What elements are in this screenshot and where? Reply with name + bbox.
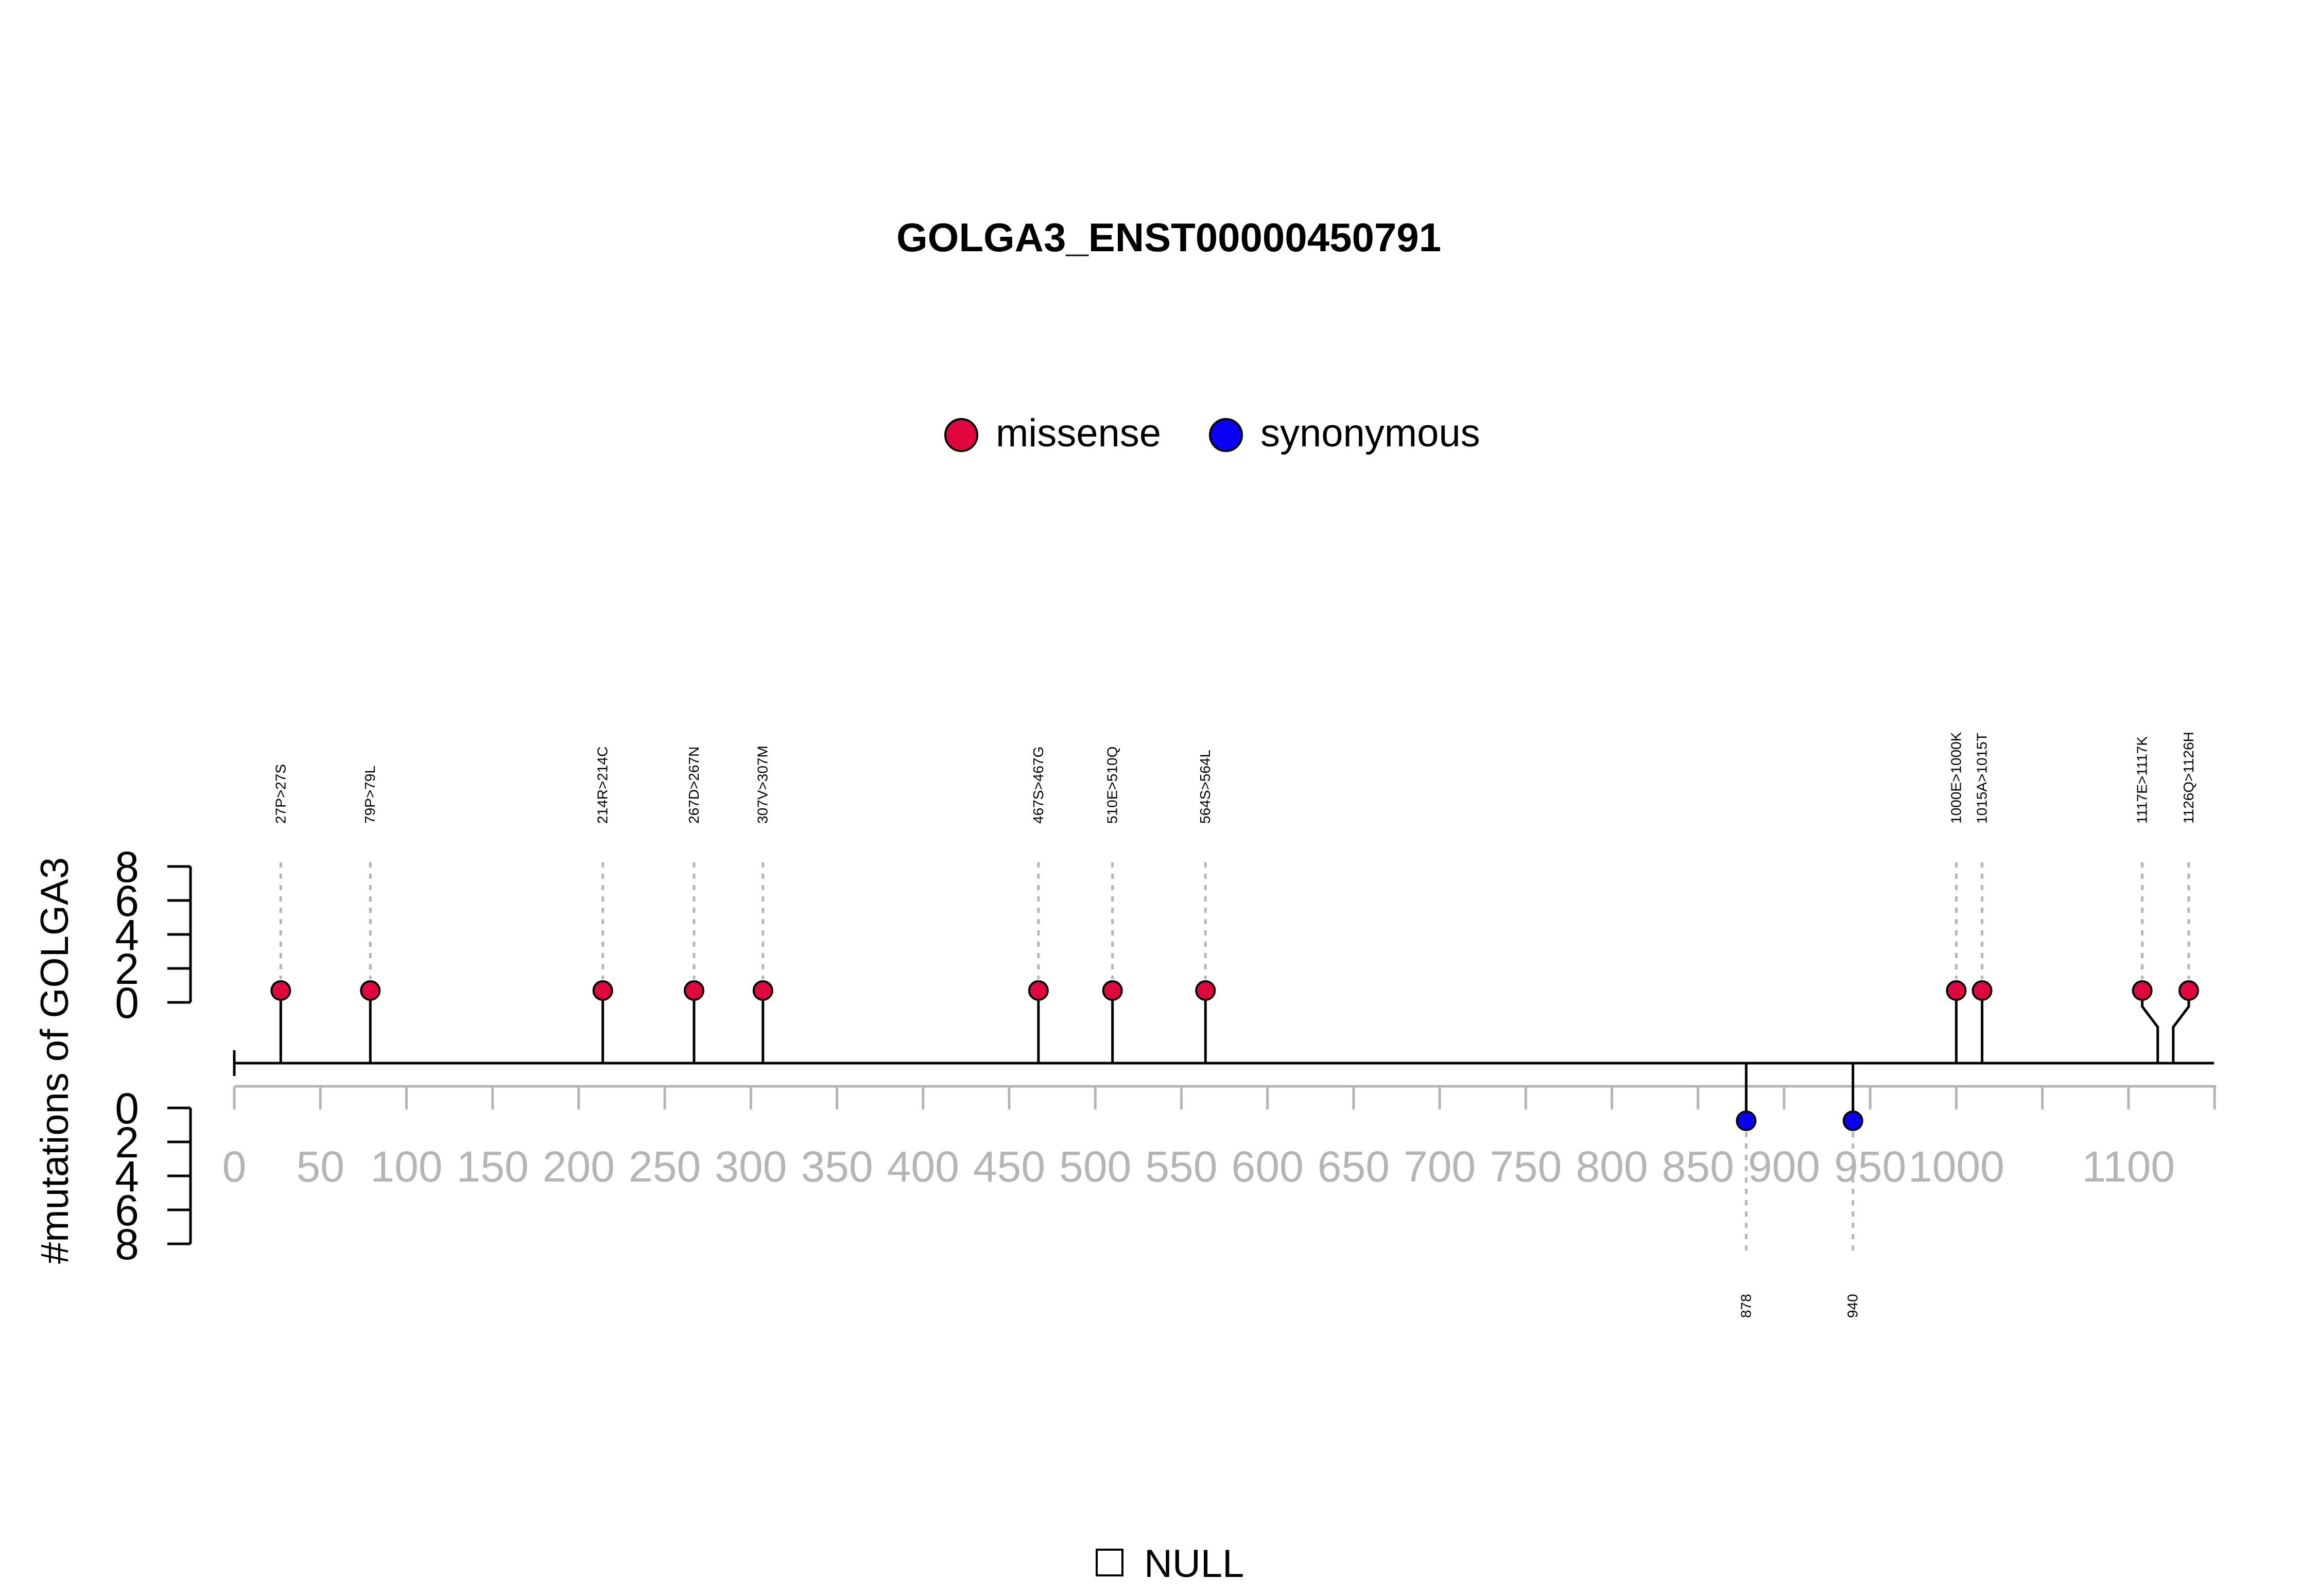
lollipop-head [1972,980,1993,1001]
y-tick-label: 8 [115,843,139,891]
y-tick-label: 2 [115,1118,139,1167]
lollipop-head [1028,980,1049,1001]
x-axis: 0 50 100 150 200 250 300 350 400 450 500 550 600 650 7… [222,1085,2217,1191]
lollipop-stem [2141,991,2159,1063]
mutation-label: 1000E>1000K [1948,732,1964,824]
x-tick-label: 600 [1232,1142,1304,1191]
x-tick-label: 800 [1576,1142,1648,1191]
domain-legend: NULL [1096,1542,1244,1586]
lollipop-stem [2172,991,2190,1063]
x-tick-label: 750 [1490,1142,1562,1191]
mutation-label: 467S>467G [1030,747,1046,824]
x-tick-label: 950 [1834,1142,1906,1191]
x-tick-label: 100 [370,1142,442,1191]
x-tick-label: 550 [1145,1142,1217,1191]
x-tick-label: 700 [1404,1142,1476,1191]
mutation-label: 878 [1738,1294,1754,1318]
y-tick-label: 6 [115,877,139,925]
x-tick-label: 1000 [1908,1142,2004,1191]
y-tick-label: 2 [115,945,139,993]
legend-marker-synonymous [1209,418,1243,452]
mutation-label: 564S>564L [1197,750,1213,824]
domain-legend-label: NULL [1144,1542,1244,1586]
mutation-label: 1126Q>1126H [2181,732,2197,824]
x-tick-label: 150 [457,1142,529,1191]
lollipop-head [1842,1111,1863,1131]
x-tick-label: 850 [1662,1142,1734,1191]
lollipop-head [1195,980,1216,1001]
mutation-label: 79P>79L [362,766,378,824]
lollipop-head [752,980,773,1001]
mutation-label: 510E>510Q [1104,747,1120,824]
lollipop-head [270,980,291,1001]
lollipop-head [1102,980,1123,1001]
lollipop-head [360,980,381,1001]
x-tick-label: 350 [801,1142,873,1191]
lollipop-head [683,980,704,1001]
y-tick-label: 4 [115,1152,139,1201]
x-tick-label: 1100 [2082,1142,2175,1191]
y-tick-label: 4 [115,911,139,959]
mutation-label: 1117E>1117K [2134,736,2150,824]
y-tick-label: 8 [115,1220,139,1269]
mutation-lollipops: 27P>27S 79P>79L 214R>214C 267D>267N 307V>307… [270,732,2199,1318]
lollipop-head [592,980,613,1001]
x-tick-label: 50 [297,1142,344,1191]
lollipop-head [2178,980,2199,1001]
lollipop-head [1736,1111,1757,1131]
y-tick-label: 0 [115,979,139,1027]
mutation-label: 267D>267N [686,747,702,824]
x-tick-label: 0 [222,1142,247,1191]
chart-title: GOLGA3_ENST00000450791 [896,215,1441,260]
domain-legend-swatch [1096,1549,1123,1576]
legend-marker-missense [944,418,978,452]
x-tick-label: 400 [887,1142,959,1191]
legend: missense synonymous [944,411,1480,455]
legend-label-missense: missense [996,411,1161,455]
x-tick-label: 450 [973,1142,1045,1191]
mutation-label: 214R>214C [595,747,611,824]
x-tick-label: 300 [715,1142,787,1191]
mutation-label: 940 [1845,1294,1861,1318]
x-tick-label: 900 [1748,1142,1820,1191]
y-axis-label: #mutations of GOLGA3 [33,857,77,1264]
legend-label-synonymous: synonymous [1260,411,1480,455]
lollipop-head [1946,980,1967,1001]
x-tick-label: 650 [1318,1142,1390,1191]
mutation-label: 1015A>1015T [1974,733,1990,824]
x-tick-label: 250 [629,1142,701,1191]
lollipop-head [2132,980,2153,1001]
mutation-label: 27P>27S [272,764,288,824]
x-tick-label: 500 [1059,1142,1131,1191]
x-tick-label: 200 [543,1142,615,1191]
y-tick-label: 6 [115,1186,139,1235]
mutation-label: 307V>307M [755,745,771,824]
y-tick-label: 0 [115,1084,139,1133]
